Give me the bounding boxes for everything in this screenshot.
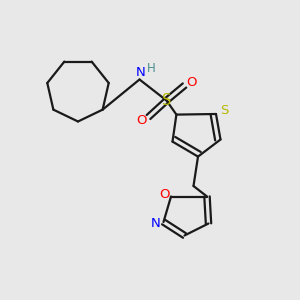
- Text: N: N: [136, 65, 146, 79]
- Text: O: O: [159, 188, 170, 202]
- Text: H: H: [146, 61, 155, 75]
- Text: S: S: [162, 93, 171, 108]
- Text: O: O: [186, 76, 196, 89]
- Text: O: O: [137, 113, 147, 127]
- Text: N: N: [151, 217, 161, 230]
- Text: S: S: [220, 104, 229, 118]
